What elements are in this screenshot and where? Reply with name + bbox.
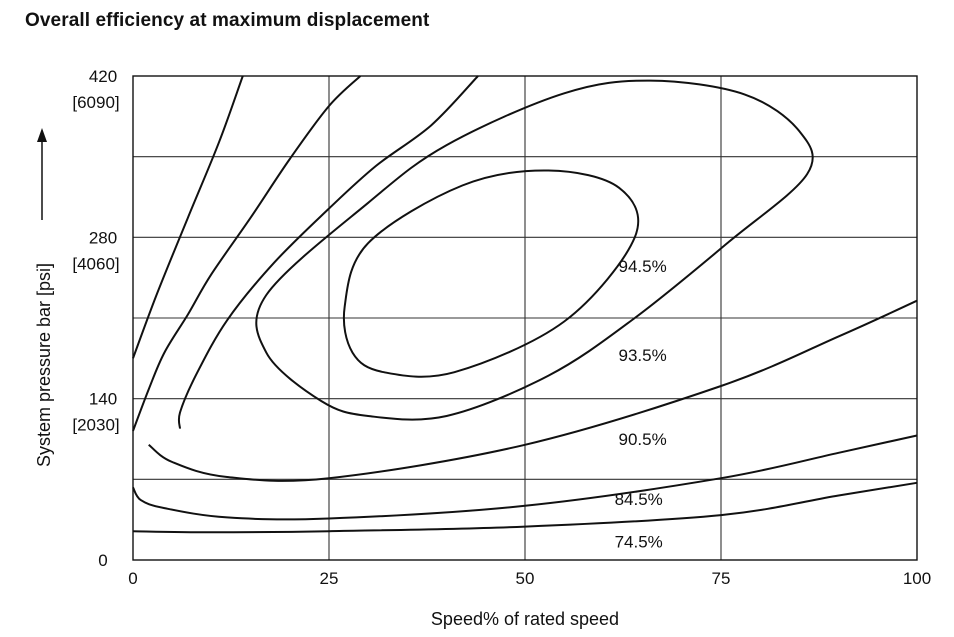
- y-tick-label: 280: [89, 228, 117, 247]
- contour-84-5pct: [132, 434, 918, 521]
- y-tick-label: 420: [89, 67, 117, 86]
- x-axis-title: Speed% of rated speed: [431, 609, 619, 629]
- grid: [133, 76, 917, 560]
- y-axis-title: System pressure bar [psi]: [34, 263, 54, 467]
- contour-74-5pct: [132, 481, 918, 534]
- curve-label: 84.5%: [615, 490, 663, 509]
- y-tick-sublabel: [2030]: [72, 416, 119, 435]
- x-tick-label: 75: [712, 569, 731, 588]
- contour-lines: [132, 75, 918, 534]
- y-tick-labels: 0 140 [2030] 280 [4060] 420 [6090]: [72, 67, 119, 570]
- curve-label: 94.5%: [618, 257, 666, 276]
- x-tick-label: 50: [516, 569, 535, 588]
- contour-90-5pct: [132, 75, 362, 432]
- chart-title: Overall efficiency at maximum displaceme…: [25, 10, 430, 31]
- x-tick-label: 25: [320, 569, 339, 588]
- y-tick-sublabel: [4060]: [72, 254, 119, 273]
- contour-95pct: [342, 169, 640, 378]
- curve-label: 93.5%: [618, 346, 666, 365]
- y-tick-label: 140: [89, 390, 117, 409]
- plot-frame: [132, 75, 918, 561]
- y-tick-label: 0: [98, 551, 107, 570]
- contour-90-5pct-lower: [148, 299, 918, 482]
- contour-93-5pct-lower: [177, 75, 479, 429]
- curve-label: 90.5%: [618, 430, 666, 449]
- contour-94-5pct: [255, 79, 814, 421]
- y-axis-arrow: [37, 128, 47, 220]
- x-tick-label: 100: [903, 569, 931, 588]
- curve-label: 74.5%: [615, 533, 663, 552]
- x-tick-label: 0: [128, 569, 137, 588]
- curve-labels: 74.5% 84.5% 90.5% 93.5% 94.5%: [615, 257, 667, 551]
- contour-93-5pct: [132, 75, 244, 359]
- x-tick-labels: 0 25 50 75 100: [128, 569, 931, 588]
- y-tick-sublabel: [6090]: [72, 93, 119, 112]
